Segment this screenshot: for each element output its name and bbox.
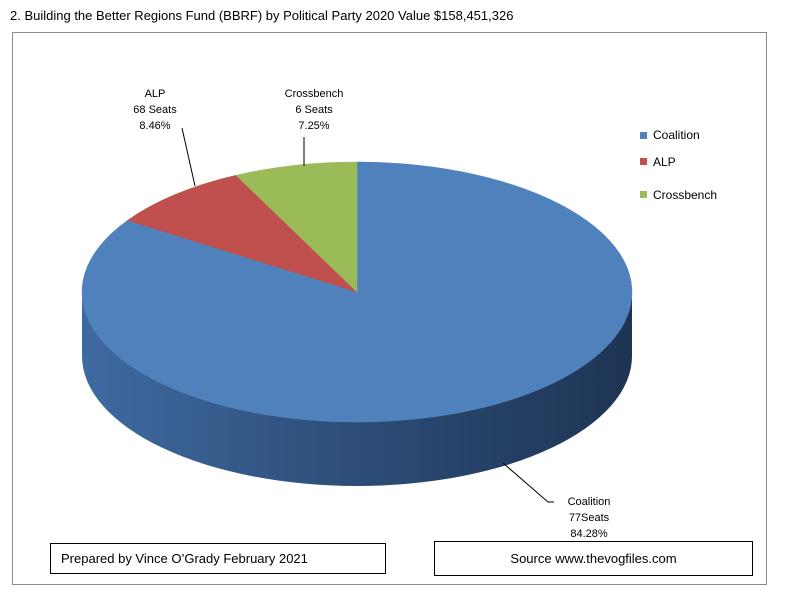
legend-item-alp: ALP — [640, 145, 717, 178]
data-label-line: 84.28% — [570, 528, 608, 540]
legend-item-crossbench: Crossbench — [640, 178, 717, 211]
legend: Coalition ALP Crossbench — [640, 125, 717, 211]
pie-side-coalition — [82, 292, 632, 486]
data-label-crossbench: Crossbench 6 Seats 7.25% — [285, 88, 344, 132]
chart-title: 2. Building the Better Regions Fund (BBR… — [10, 8, 514, 23]
pie-slices — [81, 161, 633, 423]
legend-label-coalition: Coalition — [653, 128, 700, 142]
legend-swatch-coalition — [640, 131, 647, 139]
data-label-line: 8.46% — [139, 120, 170, 132]
legend-item-coalition: Coalition — [640, 125, 717, 145]
legend-label-crossbench: Crossbench — [653, 187, 718, 202]
legend-swatch-alp — [640, 158, 647, 165]
data-label-coalition: Coalition 77Seats 84.28% — [568, 496, 611, 540]
legend-swatch-crossbench — [640, 191, 647, 198]
leader-line-alp — [181, 127, 196, 187]
leader-line-coalition — [502, 462, 554, 503]
chart-frame — [12, 32, 767, 585]
prepared-by-box: Prepared by Vince O’Grady February 2021 — [50, 543, 386, 574]
data-label-line: 68 Seats — [133, 104, 177, 116]
pie-data-labels: Coalition 77Seats 84.28% ALP 68 Seats 8.46% Cr… — [133, 88, 610, 540]
data-label-line: ALP — [145, 88, 166, 100]
source-text: Source www.thevogfiles.com — [510, 551, 677, 566]
pie-side-wall — [82, 292, 632, 486]
data-label-line: 77Seats — [569, 512, 610, 524]
data-label-line: 7.25% — [298, 120, 329, 132]
pie-slice-crossbench — [235, 161, 358, 293]
prepared-by-text: Prepared by Vince O’Grady February 2021 — [61, 551, 308, 566]
pie-slice-alp — [126, 174, 358, 293]
data-label-line: 6 Seats — [295, 104, 333, 116]
data-label-line: Coalition — [568, 496, 611, 508]
data-label-line: Crossbench — [285, 88, 344, 100]
source-box: Source www.thevogfiles.com — [434, 541, 753, 576]
legend-label-alp: ALP — [653, 154, 676, 169]
data-label-alp: ALP 68 Seats 8.46% — [133, 88, 177, 132]
